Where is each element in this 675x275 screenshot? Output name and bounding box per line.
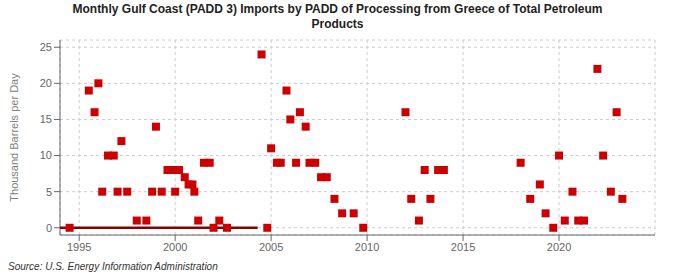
svg-text:0: 0 bbox=[46, 222, 52, 234]
html-text:Products: Products bbox=[311, 17, 364, 31]
svg-text:2020: 2020 bbox=[547, 241, 571, 253]
svg-text:2010: 2010 bbox=[355, 241, 379, 253]
svg-text:Thousand Barrels per Day: Thousand Barrels per Day bbox=[8, 73, 20, 202]
svg-text:1995: 1995 bbox=[67, 241, 91, 253]
svg-text:2005: 2005 bbox=[259, 241, 283, 253]
svg-text:25: 25 bbox=[40, 41, 52, 53]
svg-text:5: 5 bbox=[46, 186, 52, 198]
svg-text:15: 15 bbox=[40, 113, 52, 125]
svg-text:2015: 2015 bbox=[451, 241, 475, 253]
html-text:Source: U.S. Energy Informatio: Source: U.S. Energy Information Administ… bbox=[8, 261, 218, 272]
svg-text:20: 20 bbox=[40, 77, 52, 89]
svg-text:10: 10 bbox=[40, 149, 52, 161]
svg-text:2000: 2000 bbox=[163, 241, 187, 253]
html-text:Monthly Gulf Coast (PADD 3) Im: Monthly Gulf Coast (PADD 3) Imports by P… bbox=[72, 2, 603, 16]
